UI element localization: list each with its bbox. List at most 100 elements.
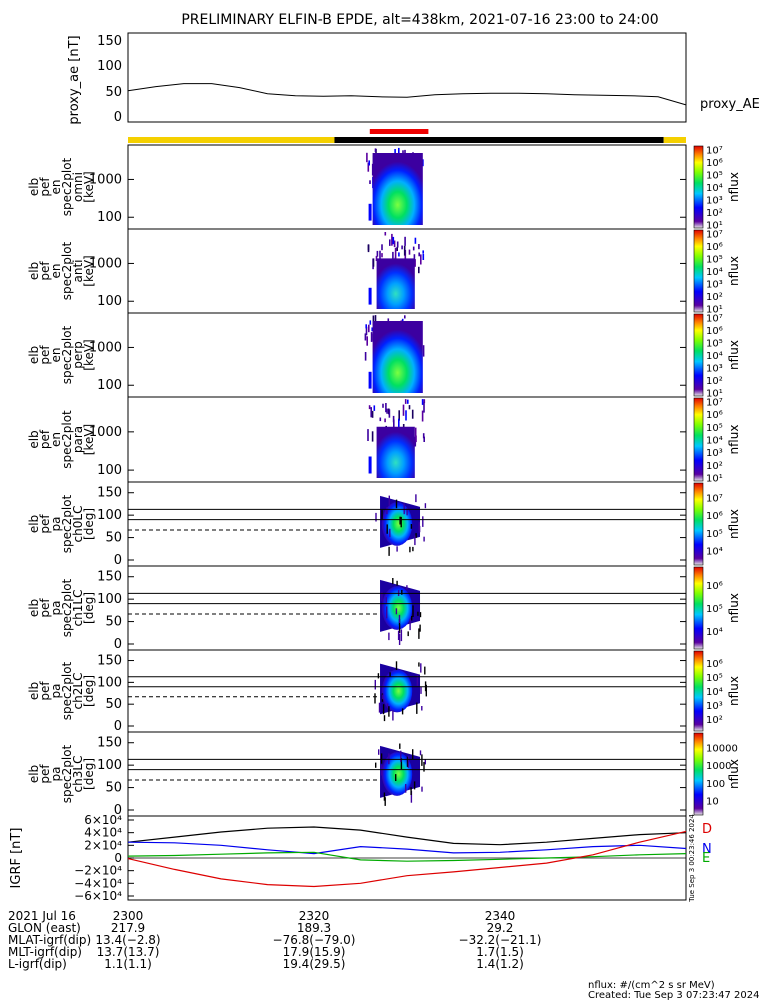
spectrogram-noise (375, 512, 377, 522)
spectrogram-noise (409, 546, 411, 553)
colorbar-tick-label: 10² (706, 461, 723, 472)
spectrogram-noise (402, 424, 405, 429)
ylabel-line: pef (38, 177, 52, 197)
tick-label: −4×10⁴ (74, 876, 122, 890)
spectrogram-noise (418, 266, 420, 274)
footer-row-value: −76.8(−79.0) (273, 933, 356, 947)
tick-label: 100 (97, 508, 122, 523)
spectrogram-noise (372, 258, 375, 267)
spectrogram-flux (381, 669, 413, 713)
spectrogram-noise (398, 147, 400, 154)
legend-igrf-e: E (702, 851, 710, 866)
spectrogram-noise (422, 516, 424, 527)
tick-label: 50 (105, 615, 122, 630)
ylabel-line: omni (71, 172, 85, 202)
spectrogram-noise (422, 250, 424, 254)
spectrogram-noise (404, 315, 406, 319)
spectrogram-noise (412, 749, 414, 760)
spectrogram-noise (416, 674, 419, 686)
spectrogram-noise (389, 239, 391, 246)
tick-label: 100 (97, 294, 122, 309)
ylabel-line: perp (71, 341, 85, 369)
status-segment (334, 137, 664, 143)
footer-row-value: 13.4(−2.8) (95, 933, 160, 947)
spectrogram-noise (423, 436, 425, 442)
spectrogram-noise (423, 402, 425, 413)
spectrogram-noise (416, 702, 418, 714)
series-line-proxy-ae (127, 83, 687, 106)
spectrogram-noise (398, 410, 400, 421)
ylabel-line: spec2plot (60, 494, 74, 553)
spectrogram-noise (424, 666, 426, 675)
tick-label: 1000 (89, 425, 122, 440)
spectrogram-noise (412, 546, 414, 552)
spectrogram-noise (403, 245, 406, 256)
spectrogram-noise (378, 749, 380, 755)
spectrogram-noise (401, 708, 404, 715)
spectrogram-noise (420, 687, 422, 694)
colorbar-tick-label: 10⁵ (706, 673, 723, 684)
spectrogram-noise (423, 536, 425, 542)
spectrogram-noise (407, 631, 409, 637)
colorbar-tick-label: 10⁶ (706, 511, 723, 522)
tick-label: 100 (97, 758, 122, 773)
spectrogram-noise (369, 180, 371, 184)
spectrogram-noise (375, 255, 378, 261)
spectrogram-noise (412, 605, 414, 617)
spectrogram-noise (395, 499, 398, 509)
footer-row-label: 2021 Jul 16 (8, 909, 76, 923)
ylabel-line: para (71, 426, 85, 453)
spectrogram-noise (392, 415, 395, 423)
ylabel-line: spec2plot (60, 325, 74, 384)
tick-label: 1000 (89, 340, 122, 355)
spectrogram-noise (384, 797, 386, 806)
spectrogram-noise (364, 333, 367, 341)
colorbar-tick-label: 10⁷ (706, 313, 723, 324)
footer-note-created: Created: Tue Sep 3 07:23:47 2024 (588, 990, 760, 1000)
spectrogram-noise (397, 630, 400, 640)
colorbar-tick-label: 1000 (706, 761, 731, 772)
spectrogram-noise (386, 507, 388, 515)
spectrogram-noise (371, 410, 374, 418)
footer-row-value: 189.3 (297, 921, 331, 935)
spectrogram-noise (408, 249, 411, 255)
spectrogram-noise (420, 663, 422, 673)
ylabel-line: elb (27, 346, 41, 364)
spectrogram-noise (396, 546, 398, 552)
tick-label: 150 (97, 486, 122, 501)
spectrogram-noise (418, 662, 420, 667)
spectrogram-noise (395, 608, 398, 615)
colorbar-tick-label: 10⁴ (706, 267, 723, 278)
spectrogram-noise (389, 528, 391, 538)
ylabel-line: pef (38, 681, 52, 701)
spectrogram-noise (373, 405, 376, 411)
colorbar-tick-label: 10⁶ (706, 242, 723, 253)
ylabel-line: [keV] (82, 339, 96, 370)
status-segment (663, 137, 686, 143)
panel-proxy-ae: 0 50 100 150 proxy_ae [nT] proxy_AE (67, 32, 760, 125)
ylabel-line: pef (38, 429, 52, 449)
tick-label: 1000 (89, 172, 122, 187)
spectrogram-flux (381, 586, 413, 630)
spectrogram-noise (381, 244, 383, 251)
ylabel-line: spec2plot (60, 410, 74, 469)
spectrogram-noise (405, 784, 407, 793)
colorbar-tick-label: 10² (706, 208, 723, 219)
spectrogram-noise (396, 246, 398, 251)
ylabel-line: [deg] (82, 675, 96, 707)
spectrogram-noise (400, 750, 402, 762)
ylabel-line: pef (38, 261, 52, 281)
ylabel-line: elb (27, 430, 41, 448)
tick-label: 150 (97, 570, 122, 585)
spectrogram-noise (381, 591, 383, 602)
spectrogram-noise (398, 614, 401, 623)
spectrogram-noise (406, 585, 408, 590)
spectrogram-noise (420, 254, 422, 265)
tick-label: 100 (97, 592, 122, 607)
colorbar-tick-label: 10¹ (706, 389, 723, 400)
spectrogram-noise (398, 633, 401, 645)
spectrogram-noise (367, 244, 370, 251)
ylabel-line: pef (38, 345, 52, 365)
spectrogram-noise (421, 706, 423, 711)
